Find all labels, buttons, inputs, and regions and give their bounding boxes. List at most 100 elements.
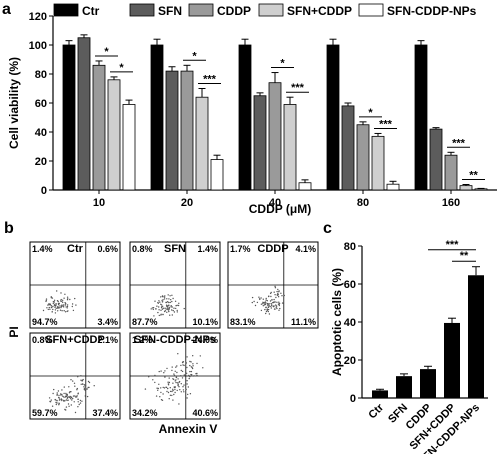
scatter-point [83, 387, 86, 389]
scatter-point [157, 311, 159, 314]
scatter-point [83, 386, 85, 388]
y-tick-label: 60 [344, 279, 356, 291]
scatter-point [176, 309, 178, 312]
scatter-point [169, 314, 171, 316]
scatter-point [160, 307, 163, 309]
scatter-point [66, 393, 68, 396]
scatter-point [189, 393, 192, 395]
scatter-point [53, 388, 55, 391]
scatter-point [68, 405, 70, 407]
scatter-point [61, 399, 63, 402]
scatter-point [179, 389, 181, 391]
scatter-point [47, 308, 49, 311]
scatter-point [56, 300, 59, 302]
scatter-point [275, 305, 278, 307]
scatter-point [51, 297, 54, 299]
scatter-point [67, 399, 69, 402]
legend-label-4: SFN-CDDP-NPs [387, 4, 477, 18]
scatter-point [154, 381, 156, 384]
scatter-point [58, 402, 60, 404]
scatter-point [182, 389, 185, 391]
scatter-point [150, 308, 152, 310]
scatter-point [155, 395, 158, 397]
scatter-point [270, 307, 272, 309]
scatter-point [251, 301, 253, 304]
scatter-point [71, 303, 74, 305]
scatter-point [63, 400, 65, 402]
scatter-point [65, 399, 68, 401]
scatter-point [167, 387, 169, 390]
scatter-point [167, 309, 170, 311]
scatter-point [177, 384, 179, 387]
scatter-point [174, 391, 176, 394]
scatter-point [45, 298, 48, 300]
scatter-point [277, 292, 279, 295]
scatter-point [180, 369, 182, 372]
significance-label: * [119, 62, 124, 74]
scatter-point [61, 395, 64, 397]
scatter-point [57, 390, 60, 392]
scatter-point [182, 364, 184, 366]
y-tick-label: 20 [344, 355, 356, 367]
scatter-point [176, 371, 178, 374]
scatter-point [80, 383, 82, 385]
scatter-point [80, 379, 82, 381]
scatter-point [152, 308, 154, 311]
bar-SFN-CDDP-NPs-40 [298, 182, 312, 191]
scatter-point [273, 306, 275, 308]
scatter-point [172, 378, 174, 380]
scatter-point [60, 394, 62, 396]
scatter-point [188, 374, 190, 377]
scatter-point [56, 402, 58, 404]
scatter-point [53, 304, 56, 306]
bar-SFN-10 [77, 37, 91, 191]
bar-CDDP-20 [180, 70, 194, 191]
bar-SFN-CDDP-NPs-20 [210, 159, 224, 191]
scatter-point [187, 393, 189, 396]
scatter-point [267, 310, 269, 313]
quadrant-ur: 4.1% [295, 244, 316, 254]
scatter-point [189, 376, 191, 378]
scatter-point [158, 383, 160, 385]
scatter-point [164, 307, 166, 309]
scatter-point [73, 382, 76, 384]
scatter-point [52, 308, 54, 311]
scatter-point [86, 395, 89, 398]
legend-label-1: SFN [158, 4, 182, 18]
scatter-point [74, 411, 77, 414]
scatter-point [180, 383, 182, 385]
quadrant-ll: 83.1% [230, 317, 256, 327]
legend-swatch-3 [258, 3, 284, 17]
scatter-point [169, 387, 171, 389]
significance-label: * [192, 50, 197, 62]
scatter-point [174, 386, 176, 388]
y-tick-label: 120 [29, 11, 47, 23]
scatter-point [181, 370, 184, 373]
scatter-point [277, 296, 280, 298]
significance-label: * [368, 107, 373, 119]
significance-label: *** [452, 137, 466, 149]
scatter-point [87, 380, 90, 383]
scatter-point [148, 376, 150, 378]
scatter-point [279, 307, 281, 310]
scatter-point [269, 300, 272, 302]
scatter-point [160, 387, 162, 389]
scatter-point [187, 386, 189, 388]
scatter-point [168, 298, 170, 300]
scatter-point [65, 406, 68, 408]
scatter-point [172, 399, 174, 401]
scatter-point [276, 290, 278, 293]
scatter-point [174, 380, 176, 382]
scatter-point [274, 308, 276, 310]
scatter-point [168, 310, 170, 313]
scatter-point [268, 313, 271, 315]
quadrant-ul: 1.2% [132, 335, 153, 345]
scatter-point [160, 399, 163, 401]
scatter-point [63, 297, 65, 299]
scatter-point [64, 304, 67, 306]
scatter-point [66, 305, 69, 308]
scatter-point [165, 308, 167, 310]
scatter-point [76, 389, 78, 391]
scatter-point [76, 387, 79, 390]
scatter-point [59, 305, 61, 307]
